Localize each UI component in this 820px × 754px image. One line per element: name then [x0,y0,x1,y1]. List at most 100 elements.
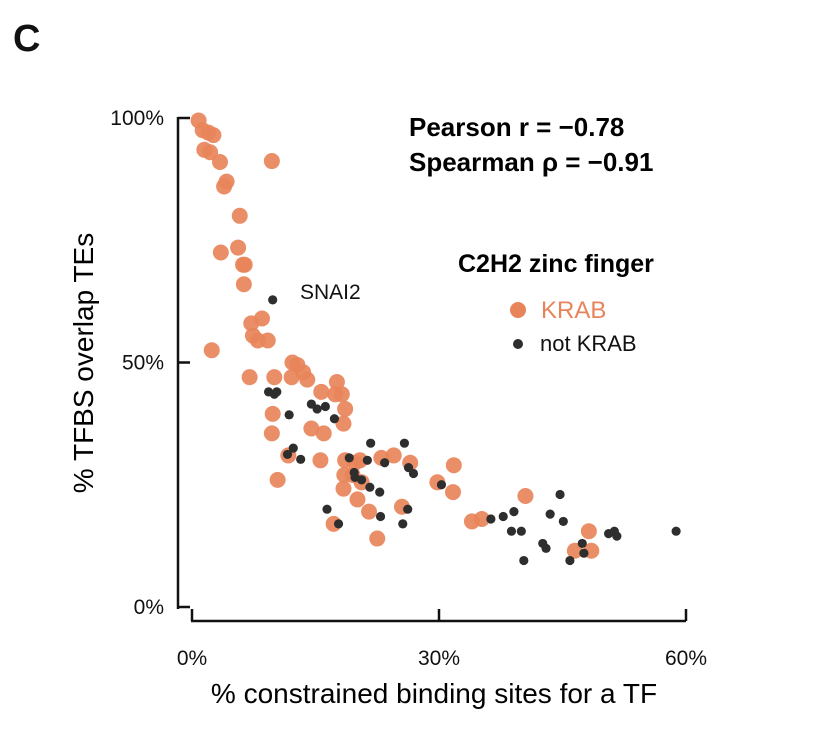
krab-point [335,415,352,432]
krab-point [566,542,583,559]
snai2-annotation: SNAI2 [300,281,361,304]
not-krab-point [366,438,376,448]
not-krab-point [398,519,408,529]
legend-not-krab-label: not KRAB [540,331,637,356]
not-krab-point [541,543,551,553]
krab-point [266,369,283,386]
krab-point [253,310,270,327]
not-krab-point [555,489,565,500]
not-krab-point [375,487,385,497]
not-krab-point [486,514,496,524]
not-krab-point [399,438,410,448]
krab-point [263,153,280,170]
not-krab-point [296,454,306,464]
not-krab-point [509,507,519,517]
krab-point [235,276,252,293]
y-axis-ticks: 0% 50% 100% [110,107,190,619]
krab-point [236,256,253,273]
x-axis-ticks: 0% 30% 60% [177,609,707,670]
not-krab-point [344,453,354,463]
not-krab-point [545,509,555,519]
not-krab-point [516,526,526,536]
not-krab-point [312,404,322,414]
krab-point [205,127,222,144]
legend: C2H2 zinc finger KRAB not KRAB [458,250,654,356]
series-krab [190,112,600,559]
krab-point [203,342,220,359]
krab-point [335,480,352,497]
x-tick-label: 60% [665,647,707,670]
krab-point [212,244,229,261]
not-krab-point [577,538,587,549]
krab-point [216,178,233,195]
not-krab-point [579,548,589,558]
x-axis-label: % constrained binding sites for a TF [211,678,657,709]
legend-krab-label: KRAB [541,297,606,324]
krab-point [517,487,534,504]
not-krab-point [671,526,681,536]
legend-not-krab-marker [513,339,523,349]
y-tick-label: 50% [122,352,164,375]
krab-point [263,425,280,442]
krab-point [385,447,402,464]
krab-point [337,400,354,417]
not-krab-point [498,511,508,522]
x-tick-label: 30% [418,647,460,670]
pearson-stat: Pearson r = −0.78 [409,112,624,142]
spearman-stat: Spearman ρ = −0.91 [409,147,653,177]
not-krab-point [322,504,332,514]
not-krab-point [362,455,372,465]
not-krab-point [612,531,622,541]
y-tick-label: 100% [110,107,164,130]
not-krab-point [436,480,447,490]
krab-point [303,420,320,437]
krab-point [299,371,316,388]
krab-point [349,491,366,508]
krab-point [259,332,276,349]
not-krab-point [565,555,575,566]
krab-point [328,374,345,391]
y-axis-label: % TFBS overlap TEs [68,233,99,493]
legend-title: C2H2 zinc finger [458,250,654,278]
panel-label: C [13,18,40,60]
krab-point [580,523,597,540]
krab-point [351,452,368,469]
not-krab-point [284,410,294,420]
not-krab-point [272,387,282,397]
x-tick-label: 0% [177,647,207,670]
not-krab-point [403,504,413,514]
krab-point [312,452,329,469]
krab-point [315,425,332,442]
not-krab-point [268,295,278,305]
not-krab-point [558,516,568,527]
not-krab-point [329,414,340,424]
plot-area [190,112,681,566]
krab-point [231,207,248,224]
not-krab-point [506,526,517,536]
not-krab-point [282,449,293,460]
krab-point [264,405,281,422]
krab-point [269,471,286,488]
series-not-krab [263,295,681,566]
krab-point [313,383,330,400]
not-krab-point [320,401,330,412]
not-krab-point [408,468,419,479]
krab-point [230,239,247,256]
not-krab-point [519,555,529,566]
krab-point [473,510,490,527]
krab-point [211,154,228,171]
krab-point [369,530,386,547]
krab-point [445,457,462,474]
not-krab-point [350,472,360,483]
not-krab-point [333,519,344,529]
krab-point [361,503,378,520]
not-krab-point [288,443,298,453]
krab-point [202,144,219,161]
krab-point [333,386,350,403]
not-krab-point [380,458,390,468]
y-tick-label: 0% [134,596,164,619]
legend-krab-marker [510,302,526,318]
not-krab-point [375,511,386,522]
not-krab-point [365,482,375,492]
